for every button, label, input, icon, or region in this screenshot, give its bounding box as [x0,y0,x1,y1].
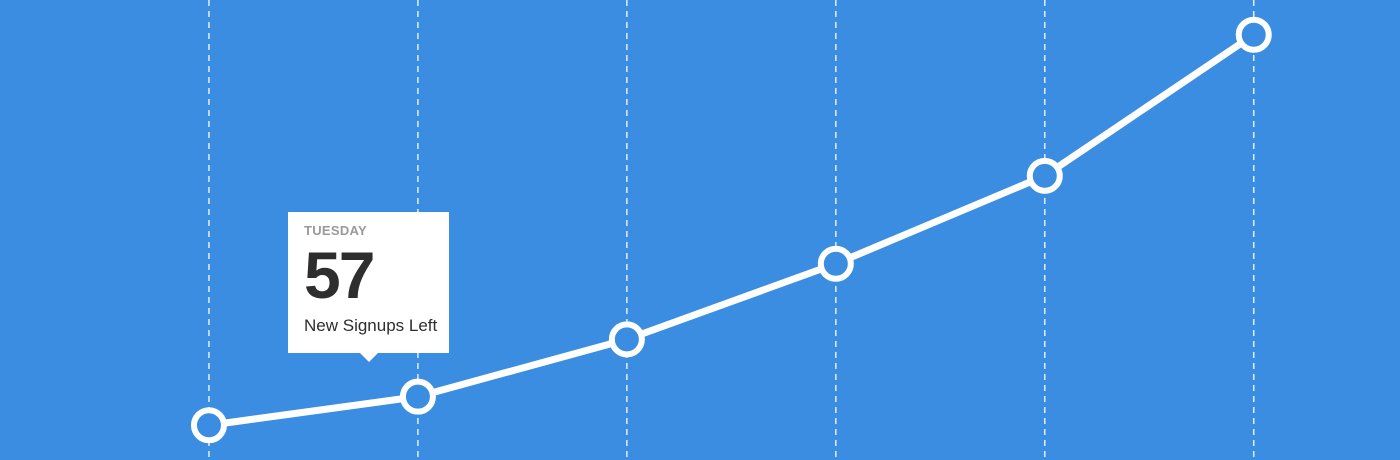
series-line [205,31,1258,429]
tooltip-value: 57 [304,238,375,312]
data-point[interactable] [817,245,854,282]
data-point[interactable] [1026,157,1063,194]
data-point[interactable] [399,378,436,415]
data-point[interactable] [608,321,645,358]
tooltip-label: New Signups Left [304,316,438,335]
tooltip-card: TUESDAY 57 New Signups Left [288,212,449,362]
data-points [190,16,1272,444]
data-point[interactable] [1235,16,1272,53]
series-line-group [205,31,1258,429]
tooltip-day: TUESDAY [304,223,368,238]
data-point[interactable] [190,407,227,444]
